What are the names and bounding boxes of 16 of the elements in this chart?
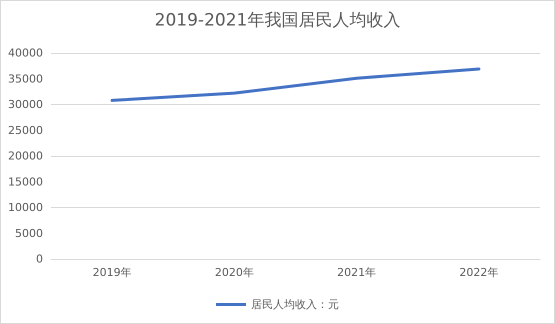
y-tick-label: 35000 bbox=[8, 72, 43, 86]
y-tick-label: 5000 bbox=[15, 226, 43, 240]
x-tick-label: 2020年 bbox=[214, 266, 254, 279]
y-tick-label: 30000 bbox=[8, 98, 43, 111]
x-tick-label: 2022年 bbox=[459, 266, 498, 279]
chart-title: 2019-2021年我国居民人均收入 bbox=[154, 10, 400, 30]
y-tick-label: 10000 bbox=[8, 201, 43, 214]
line-series bbox=[110, 67, 480, 102]
y-tick-label: 20000 bbox=[8, 150, 43, 162]
y-tick-label: 40000 bbox=[8, 46, 43, 60]
y-tick-label: 25000 bbox=[8, 124, 43, 137]
y-tick-label: 15000 bbox=[8, 175, 43, 188]
x-tick-label: 2019年 bbox=[92, 266, 132, 279]
legend-label: 居民人均收入：元 bbox=[251, 298, 339, 311]
y-tick-label: 0 bbox=[36, 252, 43, 266]
x-tick-label: 2021年 bbox=[337, 266, 376, 279]
